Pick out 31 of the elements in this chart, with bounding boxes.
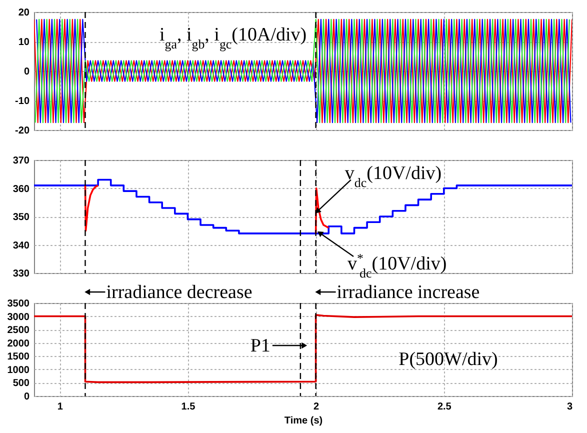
annotation: i$_{ga}$, i$_{gb}$, i$_{gc}$(10A/div) <box>160 24 307 51</box>
y-tick-label: 20 <box>18 8 30 18</box>
y-tick-label: 3500 <box>7 298 30 310</box>
y-tick-label: -20 <box>15 126 30 136</box>
annotation: P1 <box>250 336 270 357</box>
annotation: P(500W/div) <box>398 348 498 370</box>
y-tick-label: 1500 <box>7 352 30 363</box>
y-tick-label: 2500 <box>7 325 30 336</box>
y-tick-label: 360 <box>12 184 30 195</box>
x-axis-title: Time (s) <box>284 416 323 426</box>
ref-line-label: irradiance increase <box>336 282 480 303</box>
y-tick-label: 350 <box>12 212 30 223</box>
y-tick-label: 2000 <box>7 338 30 350</box>
y-tick-label: -10 <box>15 96 30 107</box>
y-tick-label: 0 <box>24 392 30 402</box>
ref-line-label: irradiance decrease <box>106 282 252 303</box>
x-tick-label: 2 <box>314 402 320 412</box>
x-tick-label: 2.5 <box>437 402 452 412</box>
y-tick-label: 0 <box>24 66 30 78</box>
y-tick-label: 10 <box>18 37 30 48</box>
y-tick-label: 330 <box>12 268 30 280</box>
y-tick-label: 370 <box>12 156 30 166</box>
annotation: v$^{*}$$_{dc}$(10V/div) <box>347 250 447 280</box>
x-tick-label: 3 <box>566 402 573 412</box>
annotation: v$_{dc}$(10V/div) <box>344 162 442 190</box>
x-tick-label: 1.5 <box>181 402 196 412</box>
y-tick-label: 1000 <box>7 364 30 376</box>
y-tick-label: 3000 <box>7 312 30 323</box>
y-tick-label: 340 <box>12 240 30 252</box>
y-tick-label: 500 <box>12 378 30 390</box>
x-tick-label: 1 <box>57 402 64 412</box>
